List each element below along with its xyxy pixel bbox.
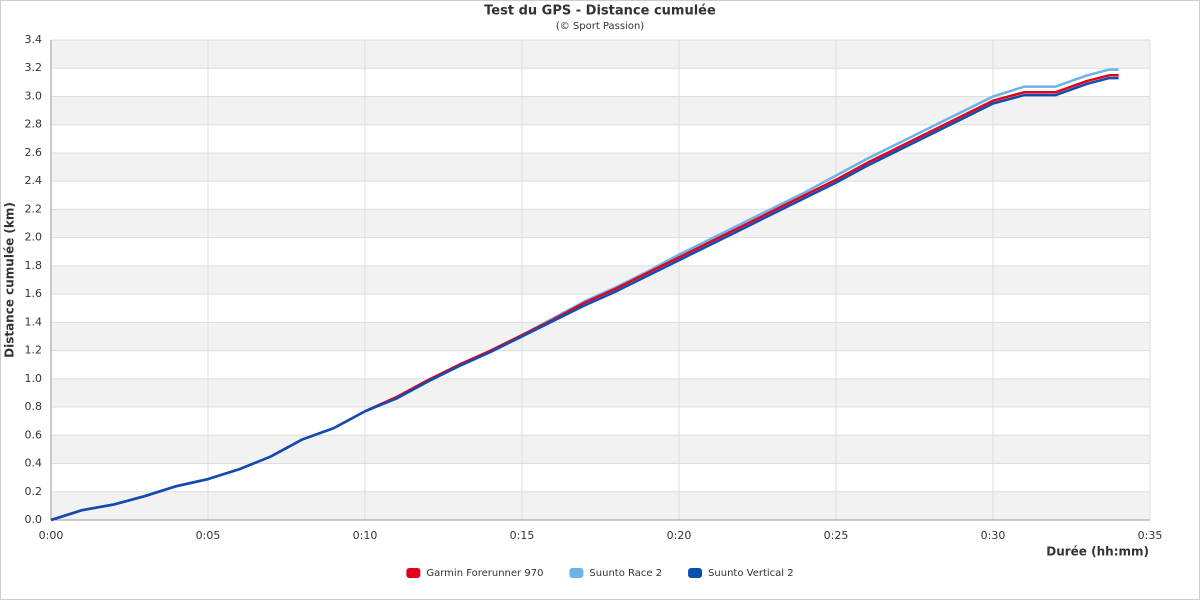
legend-item: Suunto Race 2	[569, 568, 662, 579]
y-tick-label: 2.2	[25, 202, 43, 215]
grid-band	[51, 209, 1150, 238]
chart-title: Test du GPS - Distance cumulée	[484, 4, 716, 19]
grid-band	[51, 491, 1150, 520]
legend-swatch	[688, 568, 703, 578]
legend-label: Suunto Race 2	[589, 568, 662, 579]
y-tick-label: 1.8	[25, 259, 43, 272]
grid-bands	[51, 40, 1150, 520]
x-axis-title: Durée (hh:mm)	[1046, 545, 1149, 559]
y-tick-label: 3.4	[25, 33, 43, 46]
legend-label: Garmin Forerunner 970	[426, 568, 543, 579]
y-tick-label: 1.2	[25, 344, 43, 357]
y-tick-label: 2.6	[25, 146, 43, 159]
y-tick-label: 0.2	[25, 485, 43, 498]
y-tick-label: 3.0	[25, 89, 43, 102]
x-tick-label: 0:35	[1138, 529, 1163, 542]
legend-label: Suunto Vertical 2	[708, 568, 794, 579]
y-tick-label: 1.0	[25, 372, 43, 385]
y-tick-label: 0.8	[25, 400, 43, 413]
x-tick-label: 0:10	[353, 529, 378, 542]
y-tick-label: 1.4	[25, 315, 43, 328]
legend-swatch	[569, 568, 584, 578]
y-tick-label: 0.6	[25, 428, 43, 441]
legend-item: Suunto Vertical 2	[688, 568, 794, 579]
x-tick-label: 0:25	[824, 529, 849, 542]
y-tick-label: 2.8	[25, 118, 43, 131]
grid-band	[51, 265, 1150, 295]
legend: Garmin Forerunner 970 Suunto Race 2 Suunto…	[406, 568, 794, 579]
y-tick-label: 0.4	[25, 457, 43, 470]
grid-band	[51, 435, 1150, 464]
y-tick-label: 2.0	[25, 231, 43, 244]
grid	[50, 39, 1151, 521]
x-tick-label: 0:20	[667, 529, 692, 542]
legend-item: Garmin Forerunner 970	[406, 568, 543, 579]
chart-subtitle: (© Sport Passion)	[556, 21, 644, 32]
tick-labels: 0.0 0.2 0.4 0.6 0.8 1.0 1.2 1.4 1.6 1.8 2.0 2.2 2.4 2…	[25, 33, 1163, 542]
y-tick-label: 0.0	[25, 513, 43, 526]
grid-band	[51, 322, 1150, 351]
y-tick-label: 1.6	[25, 287, 43, 300]
y-axis-title: Distance cumulée (km)	[3, 202, 17, 358]
x-tick-label: 0:30	[981, 529, 1006, 542]
legend-swatch	[406, 568, 421, 578]
x-tick-label: 0:05	[196, 529, 221, 542]
grid-band	[51, 152, 1150, 182]
x-tick-label: 0:00	[39, 529, 64, 542]
y-tick-label: 2.4	[25, 174, 43, 187]
series-line	[50, 76, 1119, 522]
x-tick-label: 0:15	[510, 529, 535, 542]
lines	[50, 68, 1119, 522]
grid-band	[51, 378, 1150, 408]
grid-band	[51, 40, 1150, 69]
y-tick-label: 3.2	[25, 61, 43, 74]
